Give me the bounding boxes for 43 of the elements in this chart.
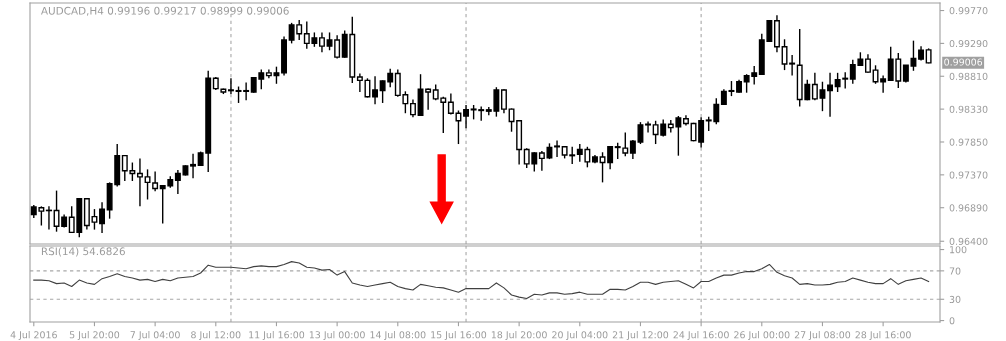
- x-tick-label: 18 Jul 20:00: [491, 331, 547, 341]
- x-tick-label: 28 Jul 16:00: [855, 331, 911, 341]
- y-tick-label: 0.99290: [949, 39, 988, 48]
- y-tick-label: 0.98810: [949, 72, 988, 80]
- y-tick-label: 100: [950, 246, 967, 254]
- y-tick-label: 0: [949, 317, 955, 325]
- y-tick-label: 0.98330: [949, 105, 988, 113]
- x-tick-label: 8 Jul 12:00: [191, 331, 241, 341]
- candlestick: [463, 104, 470, 129]
- x-tick-label: 21 Jul 12:00: [612, 331, 669, 341]
- candlestick: [645, 120, 652, 134]
- y-tick-label: 70: [949, 267, 961, 275]
- line-series: [33, 261, 930, 300]
- candlestick: [190, 152, 197, 179]
- candlestick: [864, 53, 871, 74]
- x-tick-label: 24 Jul 16:00: [673, 331, 729, 341]
- text: 0.99006: [944, 58, 983, 66]
- candlestick: [136, 157, 143, 208]
- candlestick: [372, 75, 379, 106]
- candlestick: [554, 139, 561, 158]
- y-tick-label: 30: [949, 295, 961, 303]
- y-tick-label: 0.99770: [949, 7, 988, 15]
- x-tick-label: 5 Jul 20:00: [69, 331, 120, 341]
- x-tick-label: 13 Jul 00:00: [309, 331, 365, 341]
- x-tick-label: 11 Jul 16:00: [249, 331, 305, 341]
- x-tick-label: 27 Jul 08:00: [794, 331, 851, 341]
- x-tick-label: 7 Jul 04:00: [130, 331, 180, 341]
- chart-title: AUDCAD,H4 0.99196 0.99217 0.98999 0.99006: [41, 6, 289, 16]
- candlestick: [99, 201, 106, 234]
- candlestick: [318, 31, 325, 53]
- candlestick: [227, 77, 234, 95]
- y-tick-label: 0.96890: [949, 204, 988, 212]
- x-tick-label: 14 Jul 08:00: [370, 331, 426, 341]
- x-tick-label: 26 Jul 00:00: [734, 331, 790, 341]
- chart-title: RSI(14) 54.6826: [41, 247, 125, 257]
- x-tick-label: 15 Jul 16:00: [431, 331, 487, 341]
- x-tick-label: 4 Jul 2016: [10, 331, 57, 341]
- y-tick-label: 0.97370: [949, 171, 988, 179]
- x-tick-label: 20 Jul 04:00: [552, 331, 608, 341]
- candlestick: [827, 72, 834, 118]
- y-tick-label: 0.96400: [949, 237, 988, 245]
- candlestick: [500, 88, 507, 114]
- y-tick-label: 0.97850: [949, 138, 988, 146]
